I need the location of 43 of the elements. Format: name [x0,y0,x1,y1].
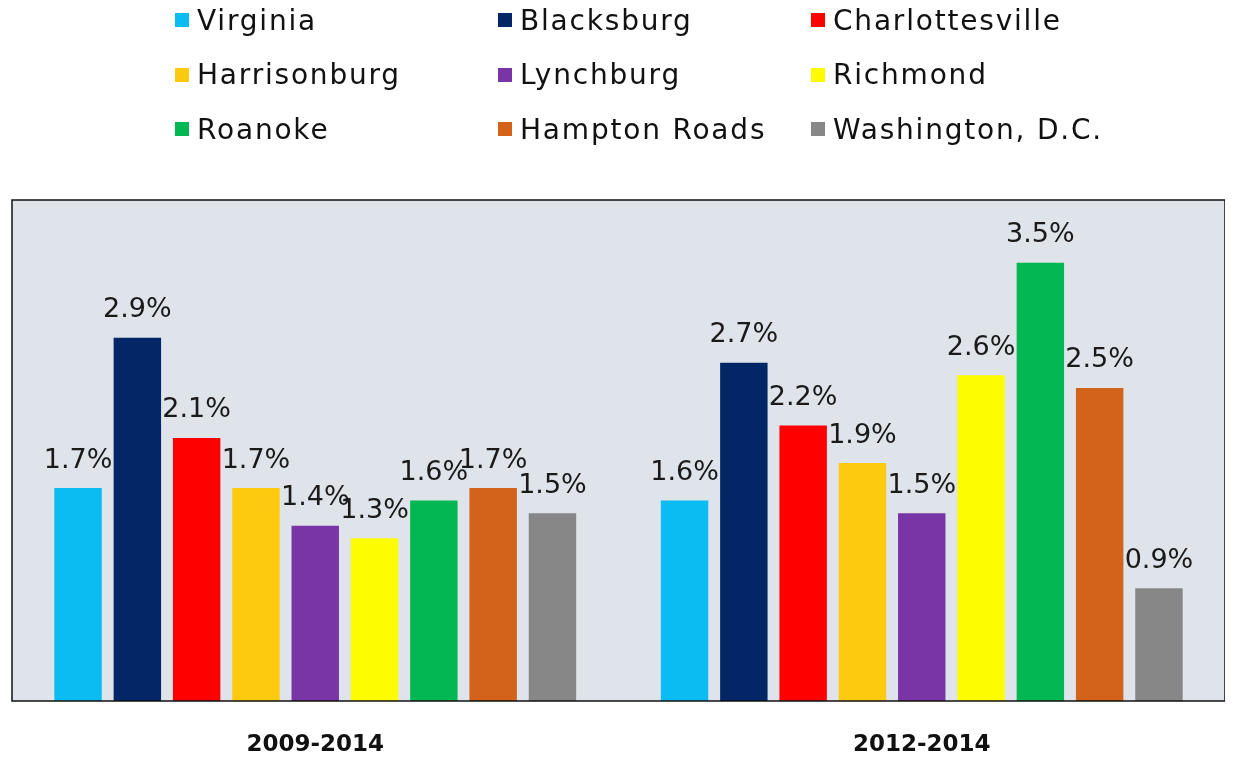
bar [1075,387,1124,701]
data-label: 2.9% [103,292,172,324]
data-label: 1.6% [650,455,719,487]
bar [172,437,221,701]
bar [957,375,1005,701]
bar [898,513,946,701]
data-label: 0.9% [1124,542,1194,574]
legend-label: Roanoke [197,112,330,146]
bar [528,513,577,701]
legend-label: Washington, D.C. [833,112,1104,146]
bar [113,337,162,701]
bar [291,525,339,701]
data-label: 2.1% [162,392,231,424]
data-label: 1.9% [828,417,897,449]
legend-label: Harrisonburg [197,58,401,92]
bar [410,500,458,701]
x-tick-label: 2009-2014 [246,729,385,756]
bar [660,500,709,701]
legend-label: Lynchburg [520,58,681,92]
bar [838,463,887,701]
legend-label: Richmond [833,58,988,92]
bar [232,488,280,701]
legend-label: Blacksburg [520,3,693,37]
data-label: 2.5% [1065,342,1134,374]
bar [1016,262,1065,701]
data-label: 3.5% [1006,217,1075,249]
data-label: 1.7% [43,442,113,474]
data-label: 1.7% [221,442,291,474]
data-label: 1.5% [518,467,587,499]
data-label: 2.6% [946,329,1016,361]
data-label: 2.2% [768,379,838,411]
bar [779,425,827,701]
x-tick-label: 2012-2014 [852,729,991,756]
data-label: 2.7% [709,317,779,349]
data-label: 1.5% [887,467,957,499]
bar [1135,588,1183,701]
bar [350,538,399,701]
bar [469,488,517,701]
bar [720,362,768,701]
legend-label: Hampton Roads [520,112,767,146]
bar [54,488,102,701]
legend-label: Virginia [197,3,317,37]
legend-label: Charlottesville [833,3,1062,37]
